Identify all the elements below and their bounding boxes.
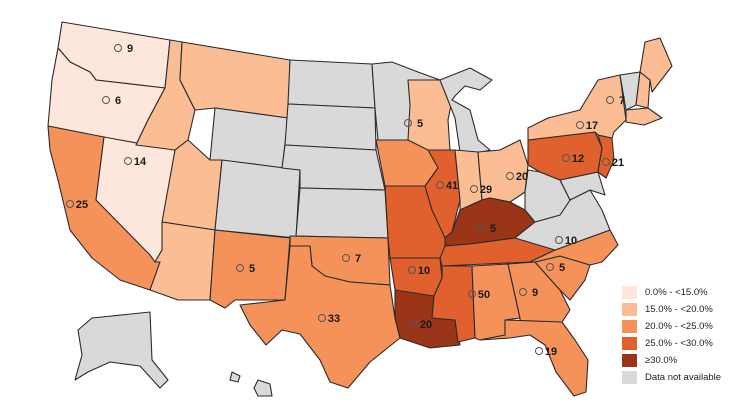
state-mt [179,41,291,119]
legend-swatch [622,303,637,316]
state-ks [295,187,389,239]
site-marker [519,288,527,296]
legend-item: 15.0% - <20.0% [622,301,744,318]
legend-item: 0.0% - <15.0% [622,284,744,301]
legend-swatch [622,286,637,299]
site-marker [318,314,326,322]
site-marker [468,290,476,298]
site-count-label: 7 [355,253,361,265]
site-count-label: 17 [586,120,598,132]
site-count-label: 21 [612,157,624,169]
legend-label: 20.0% - <25.0% [645,321,713,332]
state-tx [239,245,401,389]
site-marker [236,264,244,272]
legend-swatch [622,320,637,333]
state-ma [625,107,663,126]
site-count-label: 5 [559,262,565,274]
state-co [214,159,301,239]
state-sd [284,103,377,151]
site-marker [342,254,350,262]
site-count-label: 9 [532,287,538,299]
state-pa [527,131,603,181]
site-marker [535,347,543,355]
site-marker [404,119,412,127]
site-count-label: 25 [76,199,88,211]
site-count-label: 19 [545,346,557,358]
state-fl [479,319,589,397]
site-marker [124,157,132,165]
site-count-label: 14 [134,156,147,168]
legend-swatch [622,354,637,367]
sites-layer: 9 6 14 25 5 41 29 20 17 7 12 21 5 10 5 7 5 10 50 9 33 20 19 [66,43,625,358]
legend-item: Data not available [622,369,744,386]
legend-item: 20.0% - <25.0% [622,318,744,335]
site-marker [408,266,416,274]
state-me [639,37,673,93]
legend: 0.0% - <15.0% 15.0% - <20.0% 20.0% - <25… [622,284,744,390]
site-count-label: 6 [115,95,121,107]
site-count-label: 33 [328,313,340,325]
legend-item: 25.0% - <30.0% [622,335,744,352]
site-count-label: 20 [516,171,528,183]
site-marker [470,185,478,193]
site-marker [546,263,554,271]
site-marker [114,44,122,52]
site-count-label: 50 [478,289,490,301]
site-marker [436,181,444,189]
states-layer [47,21,673,397]
site-marker [602,158,610,166]
state-ny [527,74,627,141]
site-marker [506,172,514,180]
legend-label: 0.0% - <15.0% [645,287,708,298]
site-marker [410,320,418,328]
legend-label: ≥30.0% [645,355,678,366]
site-marker [606,96,614,104]
site-marker [102,96,110,104]
site-count-label: 29 [480,184,492,196]
site-marker [66,200,74,208]
site-marker [576,121,584,129]
legend-label: 25.0% - <30.0% [645,338,713,349]
legend-item: ≥30.0% [622,352,744,369]
site-count-label: 9 [127,43,133,55]
site-count-label: 5 [490,223,496,235]
site-count-label: 20 [420,319,432,331]
site-count-label: 10 [565,235,577,247]
site-count-label: 41 [446,180,458,192]
site-count-label: 12 [572,153,584,165]
legend-swatch [622,337,637,350]
state-hi-2 [253,379,273,397]
state-hi [229,371,241,383]
site-marker [477,224,485,232]
site-count-label: 7 [619,95,625,107]
site-count-label: 5 [417,118,423,130]
state-ak [74,311,169,389]
legend-label: Data not available [645,372,722,383]
site-marker [562,154,570,162]
site-count-label: 5 [249,263,255,275]
site-count-label: 10 [418,265,430,277]
site-marker [555,236,563,244]
state-nd [287,59,376,109]
legend-swatch [622,371,637,384]
legend-label: 15.0% - <20.0% [645,304,713,315]
